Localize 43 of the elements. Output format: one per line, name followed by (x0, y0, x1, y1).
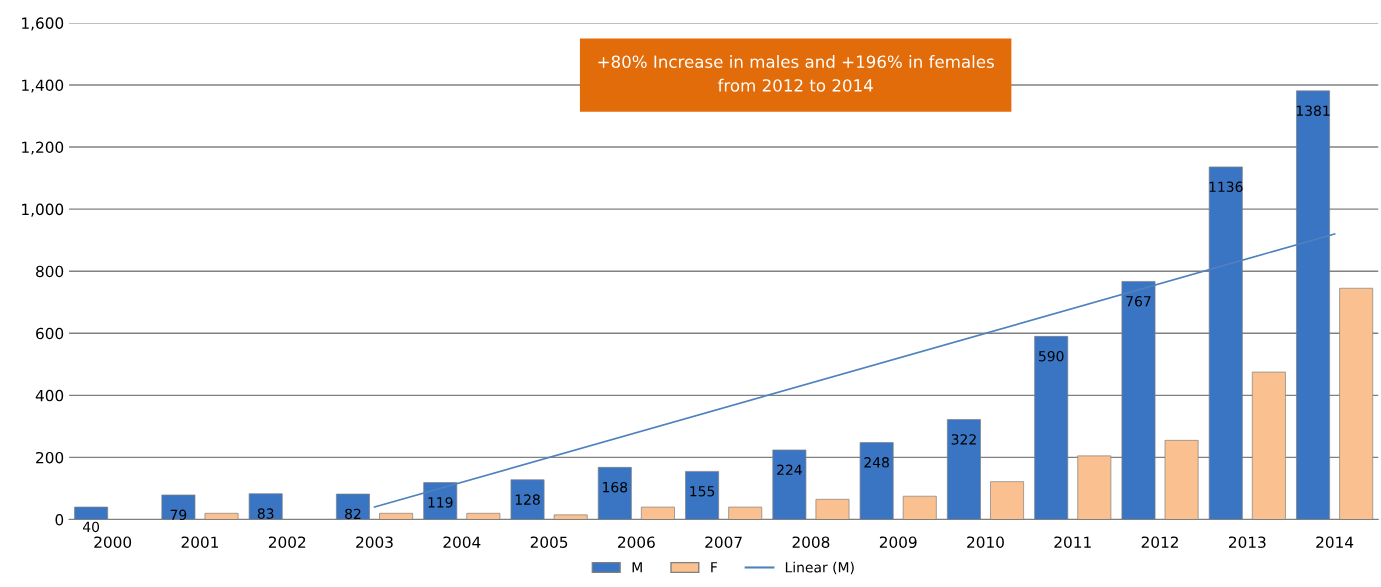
legend-label: F (711, 562, 718, 573)
x-tick-label: 2001 (181, 536, 218, 548)
x-tick-label: 2000 (94, 536, 132, 548)
data-label: 155 (690, 486, 715, 497)
x-tick-label: 2006 (618, 536, 655, 548)
x-tick-label: 2005 (530, 536, 568, 548)
x-tick-label: 2011 (1054, 536, 1091, 548)
y-tick-label: 600 (36, 327, 64, 340)
y-tick-label: 0 (55, 513, 64, 526)
x-tick-label: 2007 (705, 536, 742, 548)
data-label: 82 (345, 508, 361, 520)
x-tick-label: 2013 (1229, 536, 1266, 548)
data-label: 224 (777, 464, 802, 475)
x-tick-label: 2012 (1141, 536, 1178, 548)
data-label: 83 (257, 508, 274, 519)
data-label: 590 (1039, 350, 1064, 362)
data-label: 40 (82, 521, 100, 533)
data-label: 168 (603, 481, 628, 493)
y-tick-label: 1,400 (22, 79, 64, 93)
data-label: 119 (428, 497, 453, 508)
y-tick-label: 800 (36, 265, 64, 278)
x-tick-label: 2010 (967, 536, 1004, 548)
legend-label: Linear (M) (785, 561, 854, 575)
y-tick-label: 1,600 (22, 17, 64, 31)
data-label: 79 (170, 509, 187, 521)
data-label: 767 (1126, 296, 1151, 307)
x-tick-label: 2008 (792, 536, 830, 548)
y-tick-label: 1,200 (22, 141, 64, 155)
y-tick-label: 200 (36, 451, 64, 464)
annotation: +80% Increase in males and +196% in females from 2012 to 2014 (598, 55, 994, 92)
data-label: 128 (515, 494, 540, 505)
y-tick-label: 1,000 (22, 203, 64, 217)
data-label: 1381 (1296, 105, 1330, 116)
x-tick-label: 2002 (268, 536, 306, 548)
data-label: 248 (864, 457, 889, 468)
data-label: 1136 (1209, 181, 1243, 192)
y-tick-label: 400 (35, 389, 64, 402)
legend-label: M (632, 562, 642, 573)
x-tick-label: 2009 (879, 536, 917, 548)
x-tick-label: 2003 (356, 536, 393, 548)
x-tick-label: 2004 (443, 536, 481, 548)
x-tick-label: 2014 (1316, 536, 1354, 548)
data-label: 322 (951, 434, 976, 445)
